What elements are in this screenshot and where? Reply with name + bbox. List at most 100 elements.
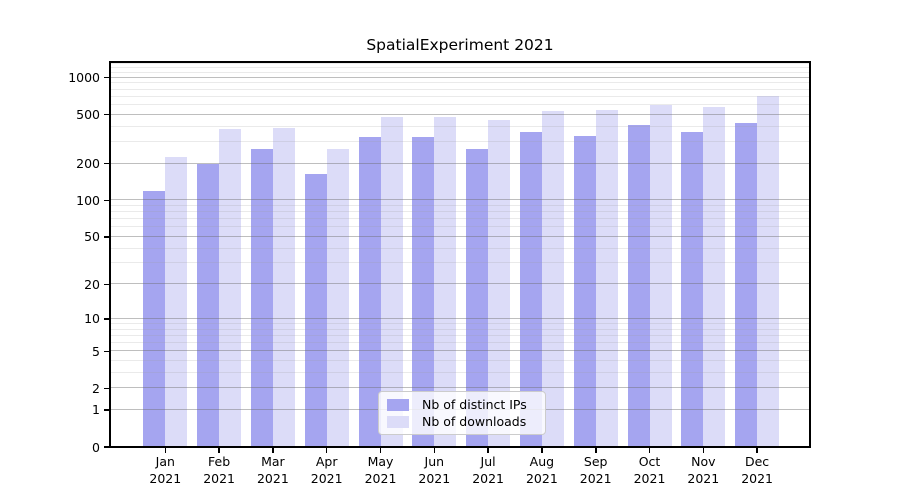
gridline-minor <box>110 95 810 97</box>
gridline-minor <box>110 204 810 206</box>
gridline-minor <box>110 62 810 64</box>
x-tick-label-line: Dec <box>744 454 770 469</box>
gridline-minor <box>110 334 810 336</box>
bar-distinct-ips <box>358 136 381 447</box>
y-tick-label: 10 <box>84 311 100 327</box>
x-tick-label-line: Jan <box>155 454 175 469</box>
legend-label-distinct-ips: Nb of distinct IPs <box>422 397 527 412</box>
x-tick-label: Apr 2021 <box>295 453 359 487</box>
y-tick-label: 50 <box>84 229 100 245</box>
gridline-minor <box>110 82 810 84</box>
x-tick-label-line: Sep <box>583 454 608 469</box>
y-tick-label: 20 <box>84 276 100 292</box>
x-tick-mark <box>487 448 489 453</box>
plot-border-top <box>109 61 811 63</box>
gridline-minor <box>110 328 810 330</box>
y-tick-label: 100 <box>76 192 100 208</box>
bar-downloads <box>380 117 403 447</box>
legend-item-downloads: Nb of downloads <box>387 413 537 430</box>
bar-distinct-ips <box>304 173 327 447</box>
y-tick-label: 1000 <box>68 70 100 86</box>
x-tick-label: May 2021 <box>349 453 413 487</box>
bar-downloads <box>219 129 242 447</box>
x-tick-mark <box>325 448 328 453</box>
gridline-minor <box>110 88 810 90</box>
y-tick-mark <box>104 199 109 201</box>
x-tick-label-line: 2021 <box>203 471 235 486</box>
bar-distinct-ips <box>519 132 542 447</box>
chart-title: SpatialExperiment 2021 <box>366 36 554 54</box>
gridline-minor <box>110 342 810 343</box>
legend-swatch-distinct-ips <box>387 398 409 411</box>
x-tick-label-line: 2021 <box>418 471 451 486</box>
x-tick-label-line: 2021 <box>687 471 720 486</box>
y-tick-mark <box>104 387 109 389</box>
x-tick-label: Oct 2021 <box>618 453 682 487</box>
x-tick-label-line: Aug <box>529 454 555 469</box>
bar-downloads <box>165 157 188 447</box>
x-tick-label: Jan 2021 <box>133 453 197 487</box>
plot-border-right <box>809 61 811 448</box>
y-tick-mark <box>104 409 109 411</box>
x-tick-mark <box>433 448 436 453</box>
bar-downloads <box>488 119 511 447</box>
x-tick-label-line: 2021 <box>579 471 612 486</box>
x-tick-mark <box>541 448 543 453</box>
y-tick-mark <box>104 162 109 165</box>
gridline-major <box>110 317 810 319</box>
x-tick-label-line: Nov <box>691 454 716 469</box>
y-tick-label: 1 <box>92 402 100 418</box>
bar-downloads <box>595 109 618 447</box>
bar-distinct-ips <box>412 136 435 447</box>
legend-swatch-downloads <box>387 415 409 428</box>
gridline-minor <box>110 103 810 105</box>
legend: Nb of distinct IPs Nb of downloads <box>378 391 546 435</box>
x-tick-label: Nov 2021 <box>671 453 735 487</box>
gridline-minor <box>110 218 810 220</box>
x-tick-mark <box>702 448 704 453</box>
gridline-minor <box>110 71 810 73</box>
x-tick-label-line: 2021 <box>472 471 504 486</box>
bar-downloads <box>649 104 672 447</box>
gridline-minor <box>110 262 810 264</box>
bar-distinct-ips <box>250 148 273 447</box>
y-tick-label: 500 <box>76 107 100 123</box>
bar-distinct-ips <box>735 122 758 447</box>
y-tick-label: 200 <box>76 156 100 171</box>
gridline-major <box>110 283 810 285</box>
x-tick-mark <box>595 448 597 453</box>
x-tick-mark <box>164 448 167 453</box>
y-tick-mark <box>104 283 109 285</box>
y-tick-mark <box>104 318 109 320</box>
bar-distinct-ips <box>681 132 704 447</box>
x-tick-mark <box>756 448 758 453</box>
x-tick-label-line: 2021 <box>741 471 773 486</box>
bar-distinct-ips <box>197 163 220 447</box>
gridline-major <box>110 350 810 352</box>
gridline-major <box>110 162 810 164</box>
x-tick-label-line: 2021 <box>149 471 182 486</box>
gridline-minor <box>110 125 810 127</box>
bar-distinct-ips <box>627 124 650 447</box>
bar-downloads <box>434 116 457 447</box>
x-tick-label-line: Feb <box>208 454 231 469</box>
plot-border-left <box>109 61 111 448</box>
gridline-major <box>110 199 810 201</box>
gridline-major <box>110 387 810 389</box>
gridline-minor <box>110 226 810 228</box>
gridline-minor <box>110 211 810 213</box>
legend-item-distinct-ips: Nb of distinct IPs <box>387 396 537 413</box>
bar-downloads <box>541 111 564 447</box>
y-tick-mark <box>104 446 109 448</box>
y-tick-mark <box>104 76 109 79</box>
gridline-minor <box>110 371 810 373</box>
legend-label-downloads: Nb of downloads <box>422 414 527 429</box>
x-tick-mark <box>272 448 274 453</box>
y-tick-label: 5 <box>92 343 100 359</box>
x-tick-label: Jul 2021 <box>456 453 520 487</box>
gridline-major <box>110 76 810 78</box>
x-tick-label: Dec 2021 <box>725 453 789 487</box>
bar-downloads <box>757 95 780 447</box>
gridline-minor <box>110 66 810 68</box>
bar-distinct-ips <box>573 136 596 447</box>
